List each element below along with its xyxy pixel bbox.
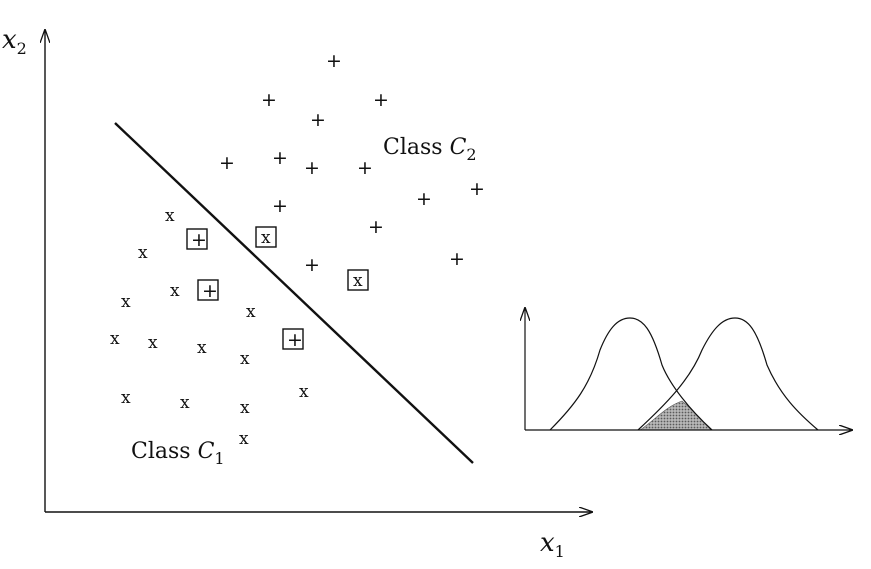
class-1-point: x [240,398,250,418]
class-1-point: x [148,333,158,353]
class-1-point: x [138,243,148,263]
decision-boundary [114,122,474,464]
class-1-point: x [246,302,256,322]
class-2-label: Class C2 [383,135,477,164]
svg-text:+: + [191,229,207,251]
class-2-point: + [304,157,320,179]
boxed-x-point: x [255,226,277,248]
density-inset [525,308,852,430]
class-1-point: x [121,388,131,408]
class-1-point: x [299,382,309,402]
misclassified-points: + x x + + [186,226,369,351]
class-2-point: + [272,195,288,217]
class-1-points: x x x x x x x x x x x x x x [110,206,309,449]
class-2-density-curve [637,317,819,431]
boxed-plus-point: + [282,328,304,351]
class-1-point: x [240,349,250,369]
class-2-point: + [416,188,432,210]
class-1-label: Class C1 [131,439,225,468]
boxed-x-point: x [347,269,369,291]
class-1-point: x [180,393,190,413]
class-1-point: x [239,429,249,449]
overlap-region [639,400,712,431]
svg-text:x: x [261,228,271,248]
class-1-point: x [170,281,180,301]
class-1-density-curve [549,317,713,431]
boxed-plus-point: + [197,279,219,302]
svg-text:x: x [353,271,363,291]
class-2-point: + [310,109,326,131]
class-2-point: + [304,254,320,276]
class-2-points: + + + + + + + + + + + + + + [219,50,485,276]
class-1-point: x [165,206,175,226]
svg-text:+: + [287,329,303,351]
class-2-point: + [368,216,384,238]
y-axis-label: x2 [2,25,27,58]
class-2-point: + [469,178,485,200]
x-axis-label: x1 [540,528,565,561]
class-2-point: + [326,50,342,72]
class-2-point: + [449,248,465,270]
class-2-point: + [373,89,389,111]
class-2-point: + [219,152,235,174]
class-1-point: x [110,329,120,349]
class-2-point: + [357,157,373,179]
class-1-point: x [197,338,207,358]
class-1-point: x [121,292,131,312]
class-2-point: + [272,147,288,169]
svg-text:+: + [202,280,218,302]
boxed-plus-point: + [186,228,208,251]
class-2-point: + [261,89,277,111]
